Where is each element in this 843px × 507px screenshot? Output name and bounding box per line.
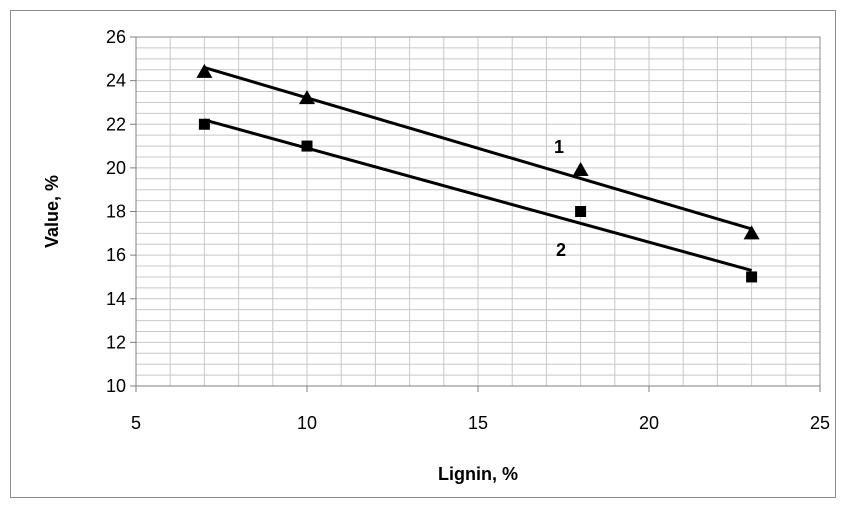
y-axis-title: Value, %	[42, 175, 62, 248]
marker-series-1	[743, 225, 760, 240]
x-tick-label: 25	[810, 413, 830, 433]
trendline-series-2	[204, 118, 752, 272]
y-tick-label: 22	[106, 114, 126, 134]
x-tick-label: 5	[131, 413, 141, 433]
x-tick-label: 20	[639, 413, 659, 433]
trendlines	[203, 66, 753, 272]
x-tick-label: 15	[468, 413, 488, 433]
x-axis-title: Lignin, %	[438, 464, 518, 484]
trendline-series-1	[203, 66, 753, 231]
chart-frame	[10, 10, 836, 498]
series-label-2: 2	[556, 240, 566, 260]
y-tick-label: 16	[106, 245, 126, 265]
series-label-1: 1	[554, 137, 564, 157]
y-tick-label: 24	[106, 71, 126, 91]
grid	[135, 36, 821, 387]
y-tick-label: 14	[106, 289, 126, 309]
labels: 12	[554, 137, 566, 260]
y-tick-label: 20	[106, 158, 126, 178]
markers	[196, 63, 760, 283]
marker-series-2	[746, 271, 758, 283]
marker-series-2	[575, 206, 587, 217]
x-tick-label: 10	[297, 413, 317, 433]
marker-series-1	[299, 90, 315, 105]
y-tick-label: 12	[106, 332, 126, 352]
marker-series-1	[196, 63, 213, 78]
y-tick-label: 18	[106, 202, 126, 222]
y-tick-label: 26	[106, 27, 126, 47]
marker-series-2	[301, 140, 313, 152]
marker-series-2	[198, 118, 210, 130]
marker-series-1	[572, 162, 589, 177]
y-tick-label: 10	[106, 376, 126, 396]
